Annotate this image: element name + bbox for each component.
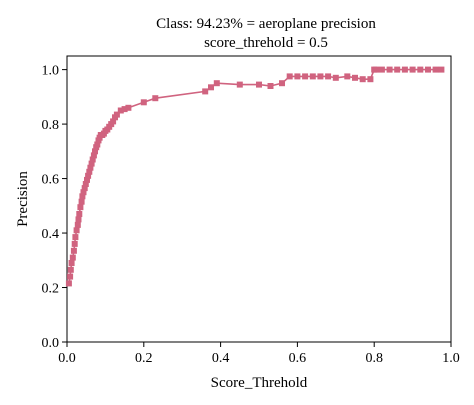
y-axis: 0.0 0.2 0.4 0.6 0.8 1.0 (42, 64, 67, 351)
chart-title-line-2: score_threhold = 0.5 (204, 35, 328, 51)
data-point-marker (88, 160, 95, 167)
y-tick-label: 0.2 (42, 282, 60, 297)
data-point-marker (74, 221, 81, 228)
x-tick-label: 0.0 (58, 351, 76, 366)
data-point-marker (378, 66, 385, 73)
data-point-marker (438, 66, 445, 73)
x-tick-label: 0.8 (365, 351, 383, 366)
data-point-marker (92, 148, 98, 155)
data-point-marker (117, 107, 124, 114)
x-tick-label: 0.2 (135, 351, 153, 366)
data-point-marker (236, 81, 243, 88)
x-tick-label: 0.4 (212, 351, 230, 366)
data-point-marker (84, 176, 90, 183)
data-point-marker (77, 204, 84, 211)
data-point-marker (125, 104, 132, 111)
data-point-marker (432, 66, 439, 73)
data-point-marker (121, 106, 128, 113)
data-point-marker (110, 118, 117, 125)
data-point-marker (67, 266, 74, 273)
data-point-marker (332, 74, 339, 81)
data-point-marker (90, 152, 97, 159)
data-point-marker (65, 280, 72, 287)
data-point-marker (67, 273, 74, 280)
data-point-marker (373, 66, 380, 73)
x-tick-label: 1.0 (442, 351, 460, 366)
data-point-marker (113, 111, 120, 118)
data-point-marker (302, 73, 309, 80)
y-tick-label: 0.8 (42, 118, 60, 133)
data-point-marker (89, 156, 96, 163)
x-axis: 0.0 0.2 0.4 0.6 0.8 1.0 (58, 342, 460, 366)
data-point-marker (386, 66, 393, 73)
data-point-marker (70, 247, 77, 254)
data-point-marker (325, 73, 332, 80)
data-point-marker (78, 198, 85, 205)
data-point-marker (286, 73, 293, 80)
data-point-marker (79, 193, 86, 200)
data-point-marker (317, 73, 324, 80)
chart-title-line-1: Class: 94.23% = aeroplane precision (156, 16, 376, 32)
data-point-marker (294, 73, 301, 80)
data-point-marker (86, 168, 93, 175)
data-point-marker (352, 74, 358, 81)
data-point-marker (82, 181, 89, 187)
data-point-marker (425, 66, 431, 73)
y-tick-label: 0.6 (42, 173, 60, 188)
y-tick-label: 1.0 (42, 64, 60, 79)
data-point-marker (94, 141, 101, 148)
data-point-marker (72, 234, 79, 241)
data-point-marker (401, 66, 408, 73)
data-point-marker (71, 240, 78, 247)
data-point-marker (73, 227, 80, 234)
data-point-marker (256, 81, 262, 88)
data-point-marker (81, 185, 88, 192)
data-point-marker (409, 66, 416, 73)
data-point-marker (417, 66, 424, 73)
x-axis-label: Score_Threhold (211, 375, 308, 391)
y-tick-label: 0.0 (42, 336, 60, 351)
y-axis-label: Precision (15, 171, 31, 227)
data-point-marker (140, 99, 147, 106)
data-point-marker (75, 216, 82, 223)
data-point-marker (309, 73, 316, 80)
data-point-marker (80, 189, 87, 196)
data-point-marker (85, 172, 92, 179)
data-point-marker (394, 66, 401, 73)
data-point-marker (279, 80, 285, 87)
data-point-marker (68, 260, 75, 266)
data-point-marker (367, 76, 374, 83)
x-tick-label: 0.6 (289, 351, 307, 366)
y-tick-label: 0.4 (42, 227, 60, 242)
data-point-marker (213, 80, 220, 87)
data-point-marker (267, 83, 274, 89)
plot-area-frame (66, 55, 452, 343)
data-point-marker (359, 76, 366, 83)
data-point-marker (344, 73, 351, 80)
data-point-marker (202, 88, 209, 95)
precision-line (68, 68, 442, 284)
data-point-marker (69, 254, 76, 261)
data-point-marker (208, 84, 214, 91)
data-point-marker (87, 164, 94, 171)
data-point-marker (152, 95, 159, 102)
data-point-marker (76, 211, 83, 217)
precision-markers (65, 66, 445, 287)
